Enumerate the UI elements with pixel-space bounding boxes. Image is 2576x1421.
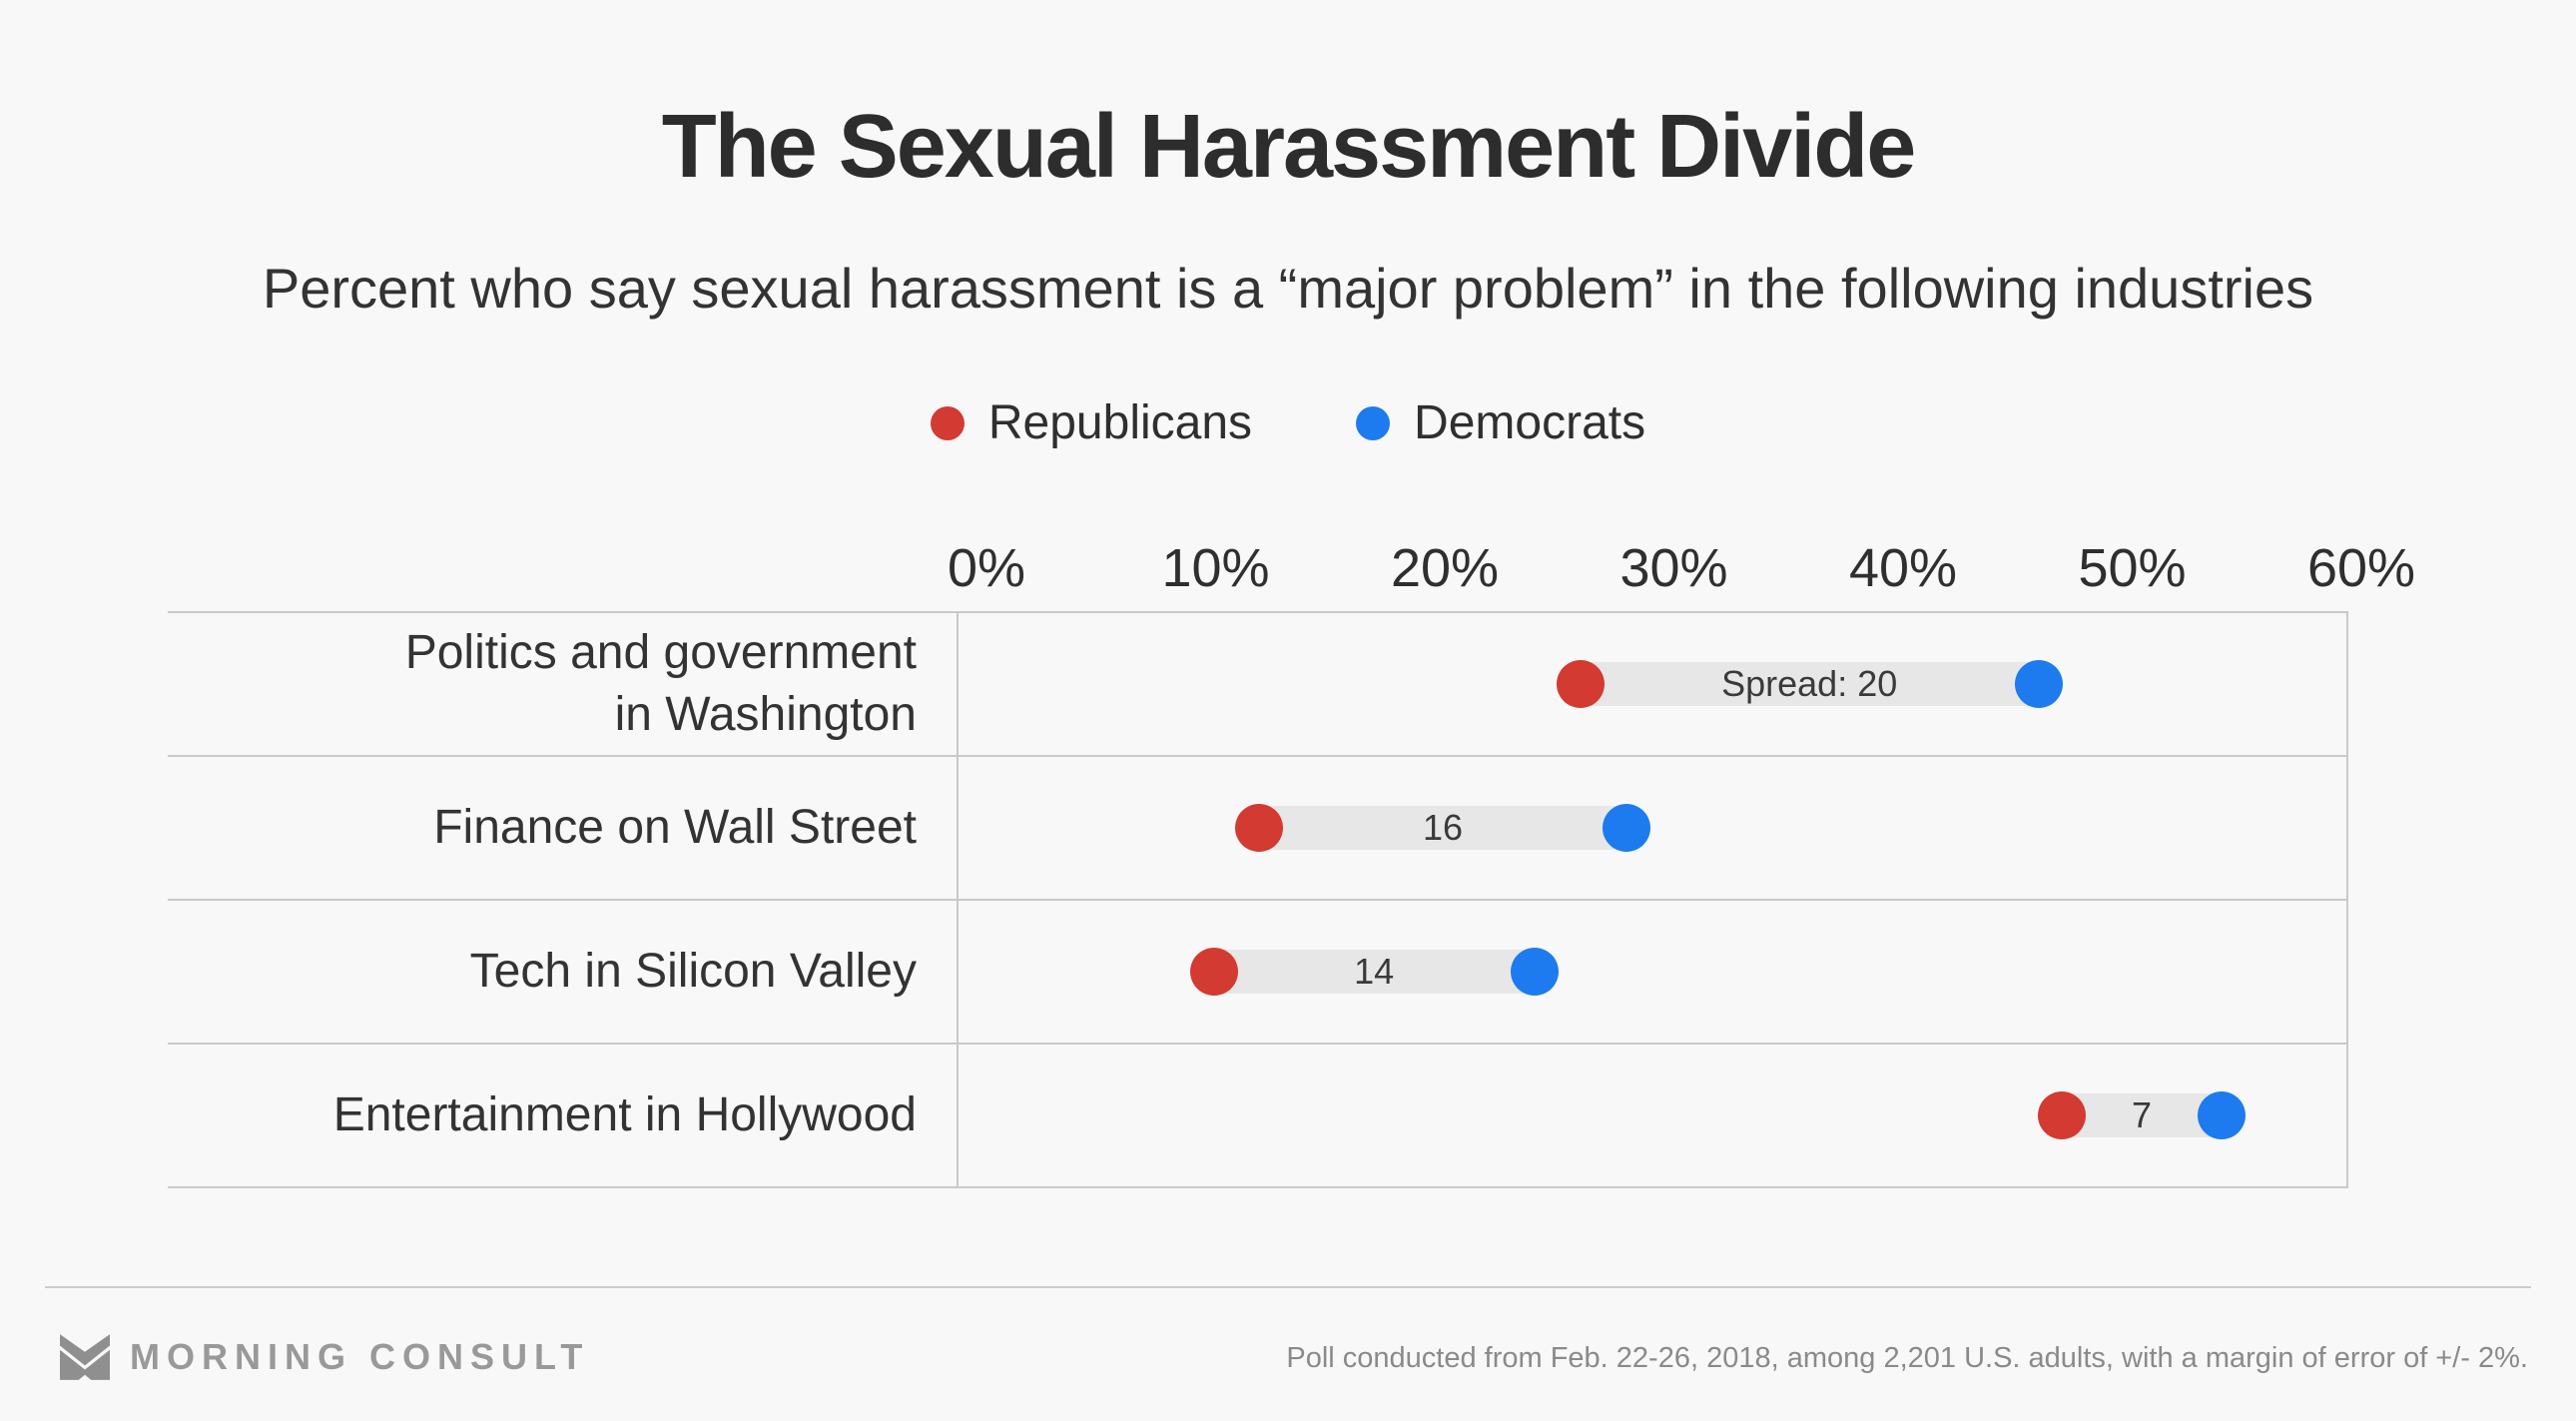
axis-tick-label: 40% xyxy=(1848,538,1958,598)
legend-item-democrats: Democrats xyxy=(1356,395,1645,450)
legend-label: Democrats xyxy=(1414,396,1646,449)
plot-cell: Spread: 20 xyxy=(959,613,2346,755)
spread-label: 16 xyxy=(1422,807,1464,848)
category-label-line: Entertainment in Hollywood xyxy=(332,1087,917,1141)
legend-item-republicans: Republicans xyxy=(930,395,1253,450)
spread-bar xyxy=(1237,806,1648,850)
democrat-data-dot xyxy=(2198,1091,2247,1139)
category-label-line: Politics and government xyxy=(404,625,917,679)
chart-row: Politics and government in Washington Spre… xyxy=(168,613,2346,757)
category-label: Tech in Silicon Valley xyxy=(168,901,959,1043)
axis-tick-label: 50% xyxy=(2078,538,2187,598)
category-label-line: in Washington xyxy=(614,688,917,741)
chart-table: Politics and government in Washington Spre… xyxy=(168,611,2348,1188)
chart-row: Finance on Wall Street 16 xyxy=(168,757,2346,901)
republican-data-dot xyxy=(1189,948,1238,996)
democrat-data-dot xyxy=(1602,804,1650,852)
morning-consult-logo-icon xyxy=(60,1334,110,1380)
category-label: Finance on Wall Street xyxy=(168,757,959,899)
democrat-dot-icon xyxy=(1356,405,1391,440)
axis-tick-label: 0% xyxy=(947,538,1026,598)
page-title: The Sexual Harassment Divide xyxy=(661,97,1917,197)
chart-row: Tech in Silicon Valley 14 xyxy=(168,901,2346,1045)
democrat-data-dot xyxy=(1510,948,1559,996)
axis-tick-label: 30% xyxy=(1619,538,1728,598)
plot-cell: 16 xyxy=(959,757,2346,899)
spread-bar xyxy=(1191,950,1557,994)
page-subtitle: Percent who say sexual harassment is a “… xyxy=(262,257,2314,320)
republican-data-dot xyxy=(1556,660,1605,708)
spread-label: 7 xyxy=(2131,1094,2152,1135)
brand-name: MORNING CONSULT xyxy=(130,1336,590,1377)
category-label: Entertainment in Hollywood xyxy=(168,1045,959,1186)
plot-cell: 14 xyxy=(959,901,2346,1043)
axis-tick-label: 60% xyxy=(2306,538,2416,598)
footer-divider xyxy=(45,1286,2531,1288)
legend-label: Republicans xyxy=(987,396,1253,449)
x-axis: 0% 10% 20% 30% 40% 50% 60% xyxy=(0,537,2576,598)
republican-dot-icon xyxy=(930,405,965,440)
axis-tick-label: 10% xyxy=(1161,538,1270,598)
poll-methodology-note: Poll conducted from Feb. 22-26, 2018, am… xyxy=(1286,1342,2528,1374)
plot-cell: 7 xyxy=(959,1045,2346,1186)
category-label: Politics and government in Washington xyxy=(168,613,959,755)
category-label-line: Finance on Wall Street xyxy=(433,800,917,854)
spread-label: Spread: 20 xyxy=(1721,663,1898,704)
brand: MORNING CONSULT xyxy=(60,1328,589,1386)
chart-row: Entertainment in Hollywood 7 xyxy=(168,1045,2346,1188)
legend: Republicans Democrats xyxy=(0,395,2576,450)
republican-data-dot xyxy=(1235,804,1284,852)
republican-data-dot xyxy=(2037,1091,2086,1139)
category-label-line: Tech in Silicon Valley xyxy=(469,944,917,998)
democrat-data-dot xyxy=(2014,660,2063,708)
spread-label: 14 xyxy=(1354,951,1395,992)
axis-tick-label: 20% xyxy=(1390,538,1500,598)
spread-bar xyxy=(1558,662,2061,706)
